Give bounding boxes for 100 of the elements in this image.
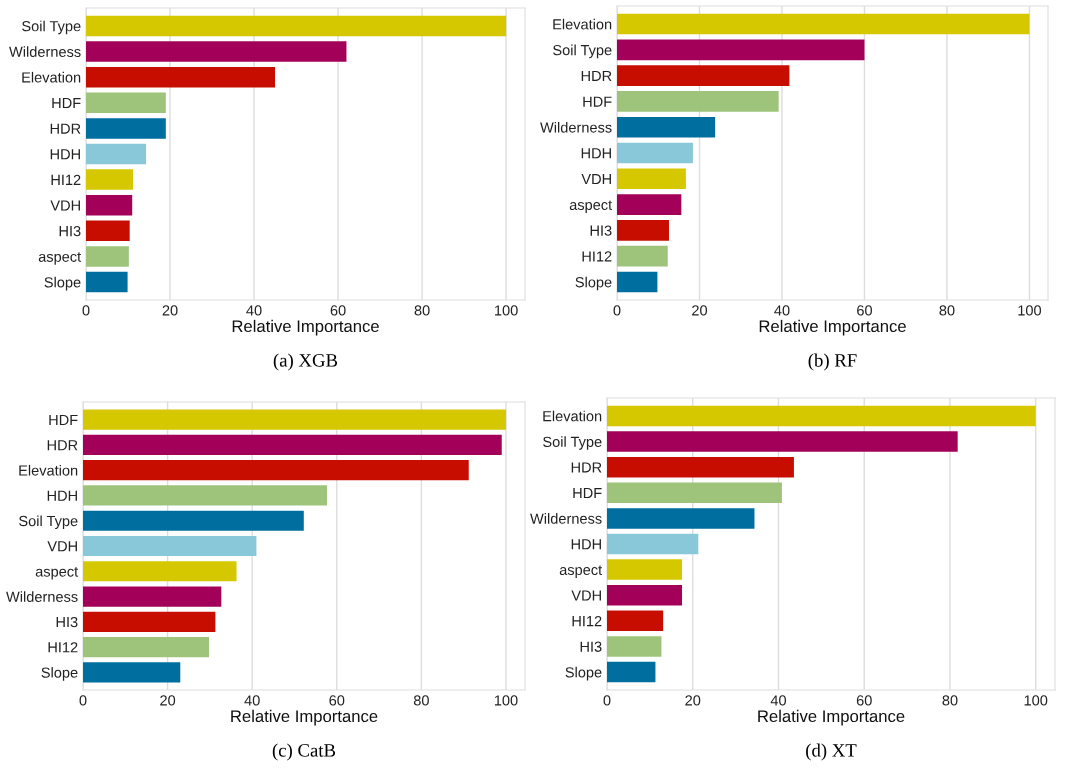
y-tick-label: HI3 [59,225,81,237]
bar [86,41,347,62]
y-tick-label: HI12 [582,251,612,262]
y-tick-label: HI3 [580,641,602,652]
x-tick-label: 80 [942,695,958,706]
x-axis-title: Relative Importance [759,319,906,336]
x-axis-title: Relative Importance [758,709,905,726]
y-tick-label: Slope [575,276,612,291]
y-tick-label: VDH [581,174,611,185]
bar [83,611,216,632]
bar [83,636,210,658]
y-tick-label: Wilderness [9,46,81,57]
y-tick-label: Soil Type [543,436,602,450]
y-tick-label: HDF [573,488,602,499]
y-tick-label: HI12 [48,642,78,653]
bar [86,246,129,267]
bar [617,168,686,190]
y-tick-label: Elevation [543,410,602,422]
x-tick-label: 40 [244,695,260,706]
y-tick-label: Slope [41,667,78,681]
bar [86,118,166,139]
y-tick-label: HI12 [572,615,602,627]
bar [617,271,658,293]
y-tick-label: Soil Type [19,515,78,530]
y-tick-label: HI3 [56,616,78,628]
bar [617,220,669,241]
bar [83,561,237,582]
x-tick-label: 20 [692,305,708,316]
bar [617,13,1030,35]
y-tick-label: Wilderness [530,513,602,524]
y-tick-label: Slope [44,276,81,291]
bar [607,661,656,683]
bar [607,482,782,504]
x-tick-label: 60 [329,695,345,706]
bar [83,586,222,607]
bar [83,510,304,531]
y-tick-label: aspect [38,252,82,265]
bar [617,65,790,86]
x-tick-label: 40 [774,305,790,316]
bar [86,194,133,216]
x-axis-title: Relative Importance [232,319,379,336]
x-tick-label: 80 [414,305,430,316]
text: (b) RF [808,353,857,371]
bar [617,245,668,267]
y-tick-label: Elevation [19,464,78,476]
x-tick-label: 0 [603,695,611,706]
bar [83,662,181,683]
y-tick-label: HDF [49,414,78,425]
bar [617,91,779,112]
bar [617,142,693,164]
bar [83,485,328,506]
x-tick-label: 100 [495,305,518,316]
x-tick-label: 0 [79,695,87,706]
bar [86,271,128,293]
x-axis-title: Relative Importance [231,709,378,726]
text: (d) XT [806,743,857,761]
bar [607,533,699,555]
y-tick-label: Soil Type [553,44,612,59]
y-tick-label: aspect [35,567,79,580]
x-tick-label: 0 [613,305,621,316]
y-tick-label: HDF [52,98,81,109]
y-tick-label: Slope [565,666,602,681]
y-tick-label: HDH [571,539,601,550]
bar [607,431,958,452]
bar [607,584,683,606]
y-tick-label: aspect [569,200,613,213]
bar [607,405,1036,427]
bar [607,508,755,529]
y-tick-label: HDF [583,96,612,107]
bar [86,143,147,165]
x-tick-label: 60 [330,305,346,316]
x-tick-label: 80 [939,305,955,316]
bar [83,460,469,481]
y-tick-label: VDH [47,541,77,552]
x-tick-label: 60 [856,695,872,706]
x-tick-label: 0 [82,305,90,316]
bar [86,66,276,88]
bar [86,220,130,242]
y-tick-label: HDH [47,490,77,501]
y-tick-label: HI3 [590,225,612,236]
bar [617,39,865,61]
bar [607,456,794,478]
y-tick-label: HDR [581,70,612,81]
x-tick-label: 40 [770,695,787,706]
y-tick-label: VDH [50,200,80,211]
y-tick-label: Soil Type [22,20,81,35]
bar [86,92,166,114]
bar [86,15,507,37]
x-tick-label: 60 [857,305,873,316]
y-tick-label: VDH [571,590,601,601]
x-tick-label: 100 [494,695,518,706]
y-tick-label: HDR [47,440,78,451]
x-tick-label: 80 [413,695,429,706]
x-tick-label: 20 [160,695,176,706]
y-tick-label: HDR [571,462,602,473]
x-tick-label: 20 [685,695,701,706]
bar [83,535,257,557]
x-tick-label: 100 [1018,305,1042,316]
bar [607,559,683,580]
bar [86,169,134,190]
